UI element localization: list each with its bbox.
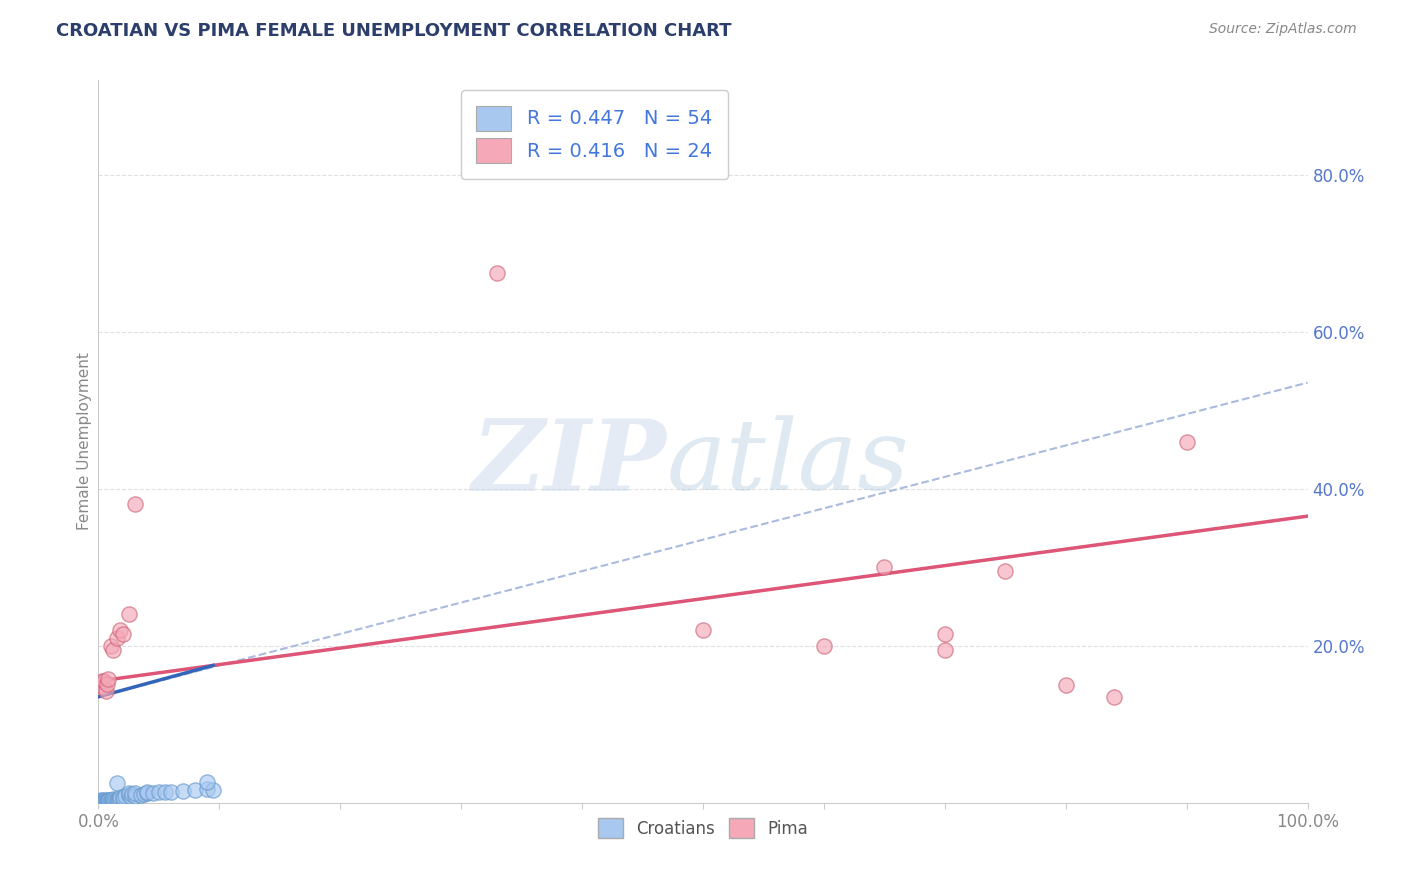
- Point: [134, 787, 156, 801]
- Text: Source: ZipAtlas.com: Source: ZipAtlas.com: [1209, 22, 1357, 37]
- Point: [813, 639, 835, 653]
- Point: [91, 680, 114, 694]
- Point: [90, 795, 112, 809]
- Point: [105, 795, 128, 809]
- Point: [195, 782, 218, 797]
- Point: [100, 794, 122, 808]
- Point: [118, 607, 141, 622]
- Y-axis label: Female Unemployment: Female Unemployment: [77, 352, 91, 531]
- Point: [104, 793, 127, 807]
- Point: [202, 783, 225, 797]
- Point: [105, 631, 128, 645]
- Point: [124, 497, 146, 511]
- Point: [107, 793, 129, 807]
- Point: [90, 793, 112, 807]
- Point: [153, 785, 176, 799]
- Point: [135, 785, 157, 799]
- Point: [118, 786, 141, 800]
- Point: [172, 784, 194, 798]
- Point: [93, 674, 115, 689]
- Point: [100, 794, 122, 808]
- Point: [108, 792, 131, 806]
- Point: [97, 793, 120, 807]
- Point: [101, 793, 124, 807]
- Point: [195, 775, 218, 789]
- Point: [94, 793, 117, 807]
- Point: [148, 785, 170, 799]
- Point: [98, 795, 121, 809]
- Point: [89, 794, 111, 808]
- Point: [100, 639, 122, 653]
- Point: [108, 623, 131, 637]
- Point: [1102, 690, 1125, 704]
- Text: CROATIAN VS PIMA FEMALE UNEMPLOYMENT CORRELATION CHART: CROATIAN VS PIMA FEMALE UNEMPLOYMENT COR…: [56, 22, 731, 40]
- Point: [97, 672, 120, 686]
- Point: [93, 794, 115, 808]
- Legend: Croatians, Pima: Croatians, Pima: [592, 812, 814, 845]
- Point: [90, 678, 112, 692]
- Point: [108, 794, 131, 808]
- Point: [135, 786, 157, 800]
- Point: [873, 560, 896, 574]
- Point: [111, 792, 134, 806]
- Text: atlas: atlas: [666, 416, 910, 511]
- Point: [1054, 678, 1077, 692]
- Text: ZIP: ZIP: [472, 415, 666, 511]
- Point: [184, 783, 207, 797]
- Point: [101, 642, 124, 657]
- Point: [486, 266, 509, 280]
- Point: [105, 776, 128, 790]
- Point: [96, 677, 118, 691]
- Point: [118, 788, 141, 802]
- Point: [129, 788, 152, 802]
- Point: [103, 794, 125, 808]
- Point: [91, 794, 114, 808]
- Point: [121, 787, 143, 801]
- Point: [91, 795, 114, 809]
- Point: [114, 789, 136, 803]
- Point: [97, 794, 120, 808]
- Point: [93, 795, 115, 809]
- Point: [994, 564, 1017, 578]
- Point: [120, 789, 142, 804]
- Point: [91, 674, 114, 689]
- Point: [100, 792, 122, 806]
- Point: [111, 789, 134, 804]
- Point: [94, 794, 117, 808]
- Point: [934, 627, 956, 641]
- Point: [142, 786, 165, 800]
- Point: [91, 793, 114, 807]
- Point: [94, 684, 117, 698]
- Point: [124, 786, 146, 800]
- Point: [91, 795, 114, 809]
- Point: [105, 792, 128, 806]
- Point: [98, 793, 121, 807]
- Point: [96, 795, 118, 809]
- Point: [124, 789, 146, 803]
- Point: [160, 785, 183, 799]
- Point: [934, 642, 956, 657]
- Point: [1175, 434, 1198, 449]
- Point: [96, 794, 118, 808]
- Point: [111, 627, 134, 641]
- Point: [89, 795, 111, 809]
- Point: [108, 789, 131, 804]
- Point: [692, 623, 714, 637]
- Point: [101, 792, 124, 806]
